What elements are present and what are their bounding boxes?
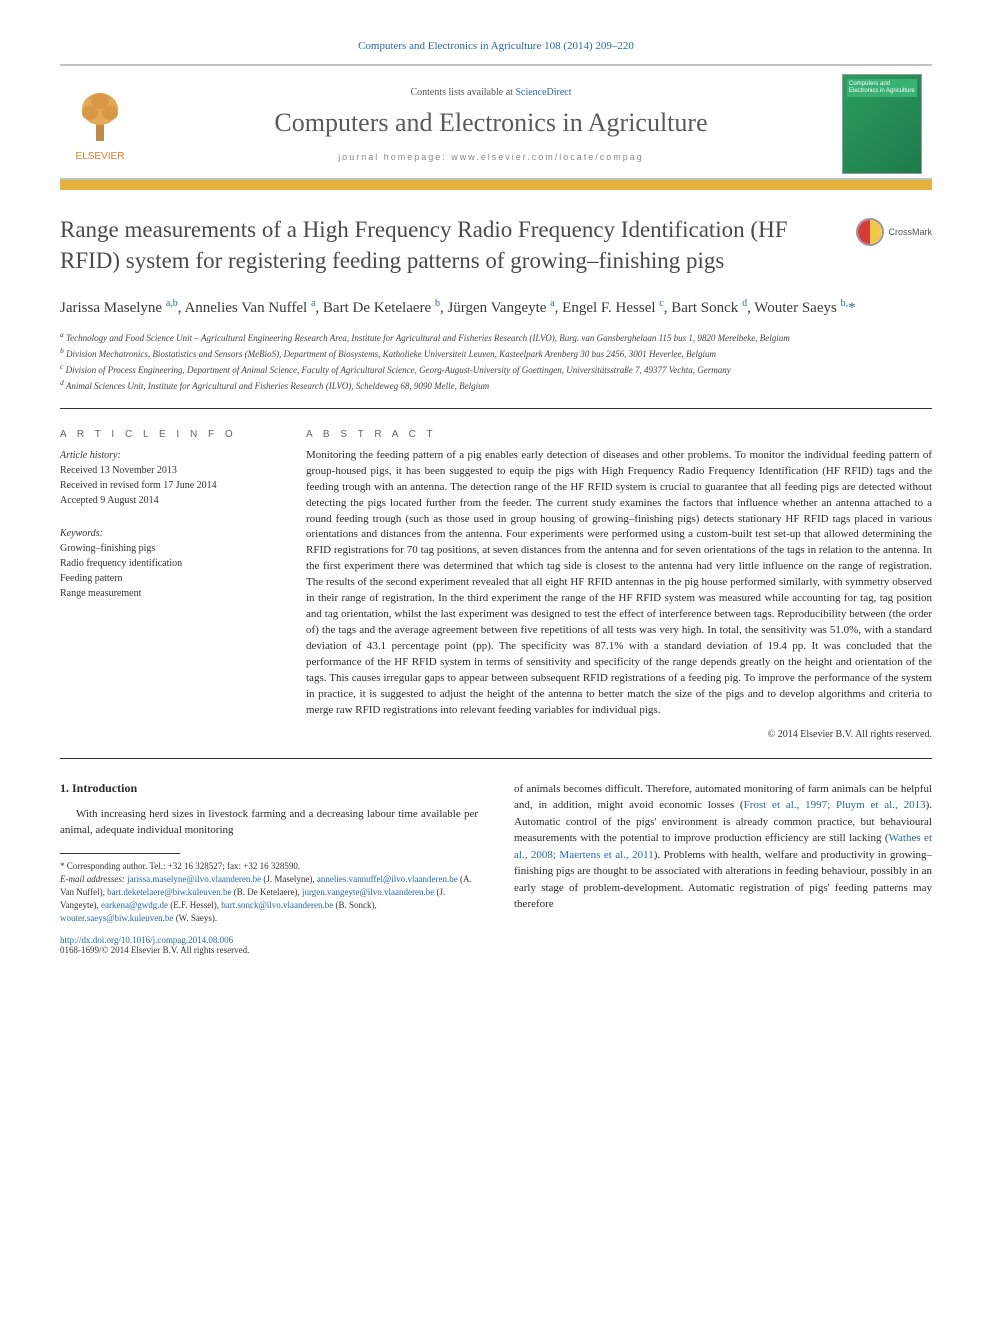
contents-prefix: Contents lists available at (410, 87, 515, 98)
cover-thumb-text: Computers and Electronics in Agriculture (849, 81, 921, 94)
abstract-column: A B S T R A C T Monitoring the feeding p… (306, 429, 932, 740)
homepage-label: journal homepage: (338, 152, 451, 162)
footnotes: * Corresponding author. Tel.: +32 16 328… (60, 860, 478, 925)
keywords-block: Keywords: Growing–finishing pigsRadio fr… (60, 526, 270, 601)
abstract-copyright: © 2014 Elsevier B.V. All rights reserved… (306, 729, 932, 740)
section-title: Introduction (72, 781, 137, 795)
citation-header: Computers and Electronics in Agriculture… (60, 40, 932, 52)
keywords-label: Keywords: (60, 526, 270, 541)
banner-right: Computers and Electronics in Agriculture (842, 74, 932, 174)
email-link[interactable]: wouter.saeys@biw.kuleuven.be (60, 913, 173, 923)
publisher-name: ELSEVIER (60, 151, 140, 162)
homepage-line: journal homepage: www.elsevier.com/locat… (140, 152, 842, 162)
abstract-label: A B S T R A C T (306, 429, 932, 440)
journal-name: Computers and Electronics in Agriculture (140, 108, 842, 138)
banner-center: Contents lists available at ScienceDirec… (140, 87, 842, 162)
article-history: Article history: Received 13 November 20… (60, 448, 270, 508)
sciencedirect-link[interactable]: ScienceDirect (515, 87, 571, 98)
gold-rule (60, 180, 932, 190)
history-line: Accepted 9 August 2014 (60, 493, 270, 508)
keyword-line: Range measurement (60, 586, 270, 601)
article-info-label: A R T I C L E I N F O (60, 429, 270, 440)
article-info-column: A R T I C L E I N F O Article history: R… (60, 429, 270, 740)
body-column-left: 1. Introduction With increasing herd siz… (60, 781, 478, 955)
email-link[interactable]: earkena@gwdg.de (101, 900, 168, 910)
citation-ref[interactable]: Frost et al., 1997; Pluym et al., 2013 (744, 799, 926, 811)
article-title: Range measurements of a High Frequency R… (60, 214, 852, 276)
email-link[interactable]: jurgen.vangeyte@ilvo.vlaanderen.be (302, 887, 434, 897)
doi-block: http://dx.doi.org/10.1016/j.compag.2014.… (60, 935, 478, 955)
history-line: Received in revised form 17 June 2014 (60, 478, 270, 493)
title-block: Range measurements of a High Frequency R… (60, 214, 932, 276)
keyword-line: Growing–finishing pigs (60, 541, 270, 556)
abstract-text: Monitoring the feeding pattern of a pig … (306, 448, 932, 719)
doi-link[interactable]: http://dx.doi.org/10.1016/j.compag.2014.… (60, 935, 233, 945)
body-columns: 1. Introduction With increasing herd siz… (60, 781, 932, 955)
affiliation-line: c Division of Process Engineering, Depar… (60, 362, 932, 377)
issn-copyright: 0168-1699/© 2014 Elsevier B.V. All right… (60, 945, 249, 955)
email-addresses: E-mail addresses: jarissa.maselyne@ilvo.… (60, 873, 478, 925)
affiliation-line: b Division Mechatronics, Biostatistics a… (60, 346, 932, 361)
citation-ref[interactable]: Wathes et al., 2008; Maertens et al., 20… (514, 832, 932, 861)
section-number: 1. (60, 781, 69, 795)
article-page: Computers and Electronics in Agriculture… (0, 0, 992, 985)
section-heading: 1. Introduction (60, 781, 478, 796)
elsevier-tree-icon (70, 87, 130, 147)
affiliation-line: a Technology and Food Science Unit – Agr… (60, 330, 932, 345)
email-link[interactable]: jarissa.maselyne@ilvo.vlaanderen.be (127, 874, 261, 884)
homepage-url[interactable]: www.elsevier.com/locate/compag (451, 152, 644, 162)
authors-line: Jarissa Maselyne a,b, Annelies Van Nuffe… (60, 296, 932, 320)
citation-link[interactable]: Computers and Electronics in Agriculture… (358, 40, 634, 52)
info-abstract-row: A R T I C L E I N F O Article history: R… (60, 429, 932, 759)
footnote-separator (60, 853, 180, 854)
publisher-block: ELSEVIER (60, 87, 140, 162)
body-column-right: of animals becomes difficult. Therefore,… (514, 781, 932, 955)
history-label: Article history: (60, 448, 270, 463)
journal-banner: ELSEVIER Contents lists available at Sci… (60, 64, 932, 180)
body-paragraph: of animals becomes difficult. Therefore,… (514, 781, 932, 913)
body-paragraph: With increasing herd sizes in livestock … (60, 806, 478, 839)
crossmark-button[interactable]: CrossMark (856, 218, 932, 246)
journal-cover-thumbnail[interactable]: Computers and Electronics in Agriculture (842, 74, 922, 174)
keyword-line: Feeding pattern (60, 571, 270, 586)
email-link[interactable]: bart.deketelaere@biw.kuleuven.be (107, 887, 231, 897)
crossmark-block: CrossMark (852, 214, 932, 248)
crossmark-icon (856, 218, 884, 246)
crossmark-label: CrossMark (888, 227, 932, 237)
email-link[interactable]: annelies.vannuffel@ilvo.vlaanderen.be (317, 874, 458, 884)
contents-line: Contents lists available at ScienceDirec… (140, 87, 842, 98)
keyword-line: Radio frequency identification (60, 556, 270, 571)
email-link[interactable]: bart.sonck@ilvo.vlaanderen.be (221, 900, 333, 910)
affiliation-line: d Animal Sciences Unit, Institute for Ag… (60, 378, 932, 393)
corresponding-author: * Corresponding author. Tel.: +32 16 328… (60, 860, 478, 873)
history-line: Received 13 November 2013 (60, 463, 270, 478)
affiliations: a Technology and Food Science Unit – Agr… (60, 330, 932, 409)
